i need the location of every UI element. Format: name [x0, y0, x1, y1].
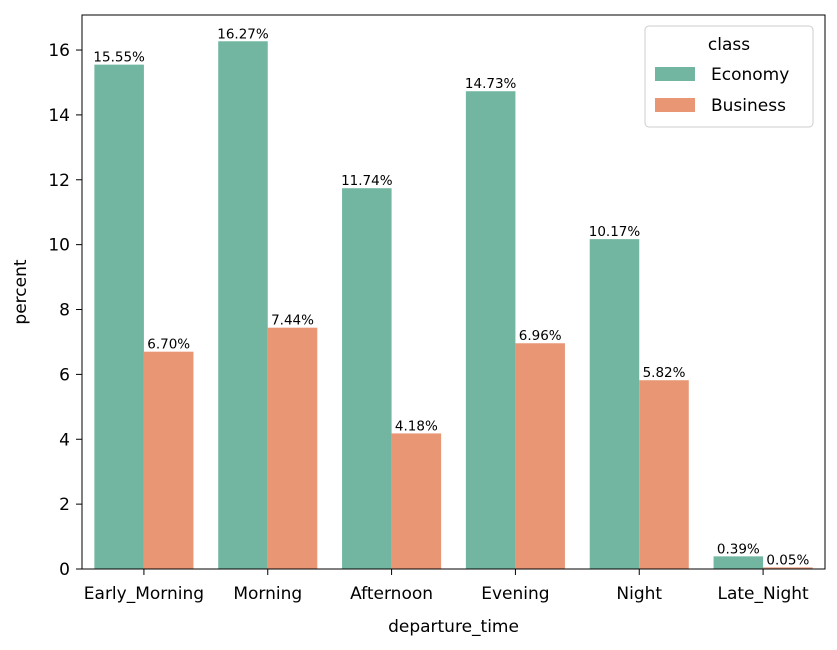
- data-label-economy-late_night: 0.39%: [717, 541, 760, 557]
- bar-economy-late_night: [713, 556, 764, 569]
- data-label-business-late_night: 0.05%: [766, 552, 809, 568]
- y-axis: 0 2 4 6 8 10 12 14 16: [48, 41, 82, 580]
- bar-economy-early_morning: [94, 64, 144, 569]
- bar-business-evening: [515, 343, 565, 569]
- y-tick-label-10: 10: [48, 236, 70, 256]
- bar-economy-evening: [465, 91, 516, 569]
- data-labels-layer: 15.55% 6.70% 16.27% 7.44% 11.74% 4.18% 14.73% 6…: [93, 26, 809, 568]
- bars-layer: [94, 41, 813, 570]
- bar-business-early_morning: [143, 351, 194, 569]
- data-label-business-morning: 7.44%: [271, 313, 314, 329]
- data-label-economy-night: 10.17%: [589, 224, 641, 240]
- x-tick-label-evening: Evening: [481, 584, 549, 604]
- data-label-economy-evening: 14.73%: [465, 76, 517, 92]
- bar-economy-morning: [218, 41, 268, 570]
- y-tick-label-14: 14: [48, 106, 70, 126]
- x-axis: Early_Morning Morning Afternoon Evening Nigh…: [84, 569, 809, 604]
- y-tick-label-16: 16: [48, 41, 70, 61]
- data-label-economy-morning: 16.27%: [217, 26, 269, 42]
- y-tick-label-4: 4: [59, 430, 70, 450]
- bar-business-morning: [267, 327, 318, 569]
- bar-economy-night: [589, 239, 640, 569]
- bar-business-afternoon: [391, 433, 442, 569]
- y-tick-label-8: 8: [59, 301, 70, 321]
- data-label-business-evening: 6.96%: [519, 328, 562, 344]
- x-axis-label: departure_time: [388, 617, 519, 637]
- legend-label-economy: Economy: [711, 65, 789, 85]
- y-axis-label: percent: [11, 259, 31, 324]
- x-tick-label-morning: Morning: [233, 584, 302, 604]
- legend-title: class: [708, 35, 750, 55]
- data-label-business-night: 5.82%: [643, 365, 686, 381]
- legend-swatch-business: [655, 98, 695, 112]
- x-tick-label-early_morning: Early_Morning: [84, 584, 204, 604]
- x-tick-label-late_night: Late_Night: [717, 584, 809, 604]
- data-label-economy-early_morning: 15.55%: [93, 50, 145, 66]
- bar-economy-afternoon: [342, 188, 392, 569]
- y-tick-label-6: 6: [59, 365, 70, 385]
- y-tick-label-2: 2: [59, 495, 70, 515]
- x-tick-label-night: Night: [616, 584, 662, 604]
- data-label-business-afternoon: 4.18%: [395, 418, 438, 434]
- y-tick-label-12: 12: [48, 171, 70, 191]
- legend-swatch-economy: [655, 67, 695, 81]
- data-label-business-early_morning: 6.70%: [147, 337, 190, 353]
- bar-business-night: [639, 380, 689, 569]
- legend-label-business: Business: [711, 96, 786, 116]
- bar-business-late_night: [763, 567, 813, 569]
- plot-frame: [81, 14, 826, 570]
- x-tick-label-afternoon: Afternoon: [350, 584, 433, 604]
- data-label-economy-afternoon: 11.74%: [341, 173, 393, 189]
- y-tick-label-0: 0: [59, 560, 70, 580]
- legend: class Economy Business: [644, 25, 814, 128]
